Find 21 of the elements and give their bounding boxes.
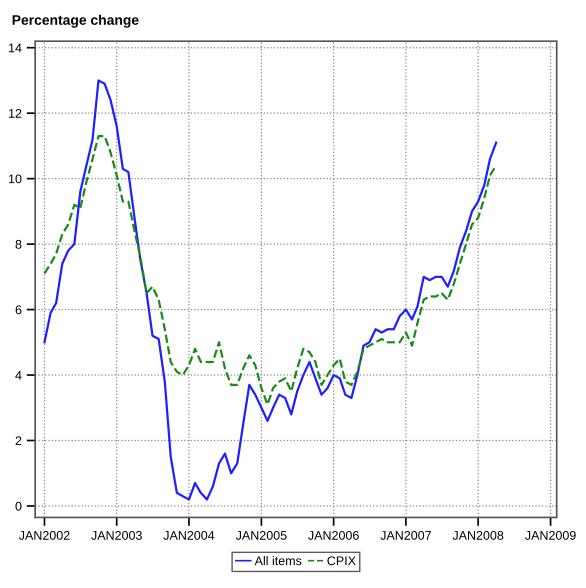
x-tick-label: JAN2007 (380, 530, 431, 540)
x-tick-label: JAN2006 (308, 530, 359, 540)
y-tick-label: 2 (16, 436, 22, 446)
x-tick-label: JAN2005 (236, 530, 287, 540)
y-tick-label: 12 (9, 108, 22, 118)
x-tick-label: JAN2004 (163, 530, 214, 540)
y-tick-label: 10 (9, 174, 22, 184)
legend-label: All items (254, 556, 302, 566)
chart-title: Percentage change (12, 14, 139, 28)
x-tick-label: JAN2003 (91, 530, 142, 540)
x-tick-label: JAN2009 (525, 530, 576, 540)
x-tick-label: JAN2008 (452, 530, 504, 540)
line-series (43, 134, 498, 406)
y-tick-label: 6 (16, 305, 22, 314)
y-tick-label: 0 (16, 502, 22, 511)
legend-label: CPIX (327, 556, 356, 566)
x-tick-label: JAN2002 (18, 530, 70, 540)
y-tick-label: 4 (15, 370, 22, 380)
line-series (43, 79, 498, 501)
y-tick-label: 14 (9, 44, 22, 52)
y-tick-label: 8 (16, 240, 22, 249)
